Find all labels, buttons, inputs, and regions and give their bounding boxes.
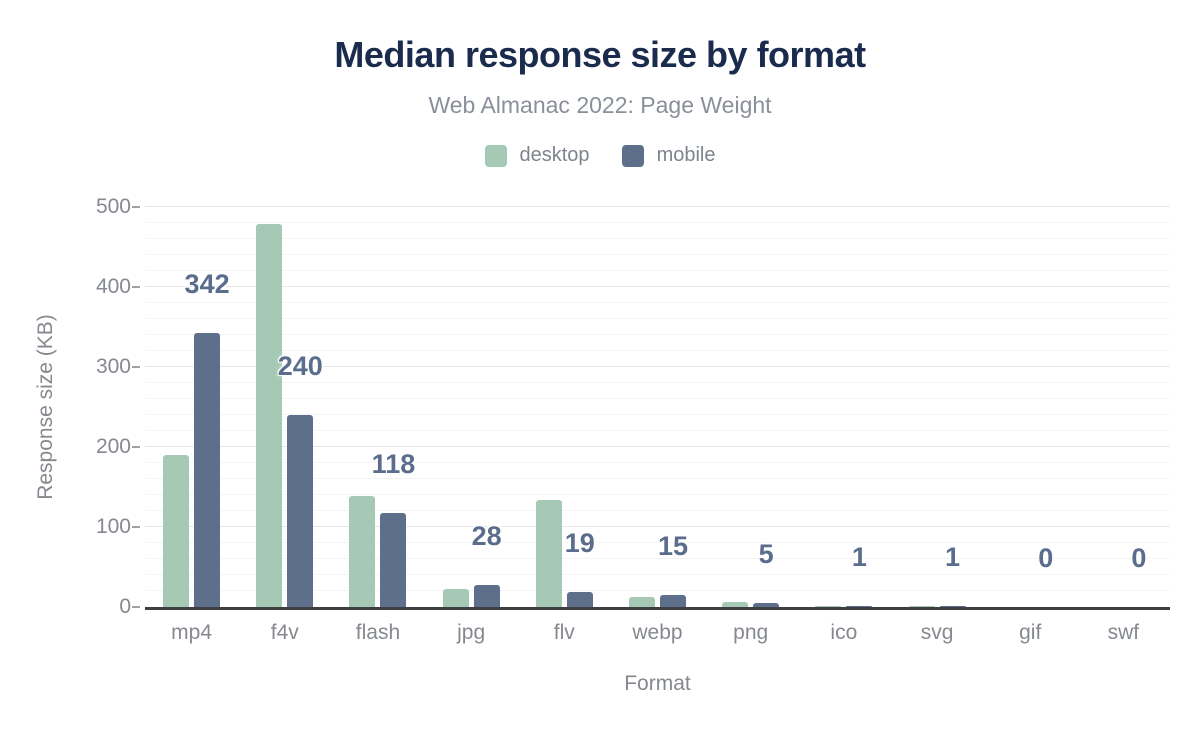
bar-group-ico <box>797 207 890 607</box>
minor-gridline <box>145 494 1170 495</box>
minor-gridline <box>145 382 1170 383</box>
minor-gridline <box>145 574 1170 575</box>
major-gridline <box>145 286 1170 287</box>
y-axis-tickmark <box>132 446 140 448</box>
y-tick-label: 500 <box>95 195 131 218</box>
minor-gridline <box>145 510 1170 511</box>
major-gridline <box>145 526 1170 527</box>
minor-gridline <box>145 318 1170 319</box>
bar-group-flash <box>331 207 424 607</box>
bar-mobile-webp <box>659 595 686 607</box>
bar-group-svg <box>890 207 983 607</box>
legend: desktop mobile <box>0 144 1200 167</box>
minor-gridline <box>145 270 1170 271</box>
bar-desktop-f4v <box>256 223 283 607</box>
bar-desktop-jpg <box>442 589 469 607</box>
minor-gridline <box>145 478 1170 479</box>
minor-gridline <box>145 238 1170 239</box>
bar-value-label-mp4: 342 <box>184 269 230 300</box>
major-gridline <box>145 206 1170 207</box>
bar-desktop-webp <box>628 597 655 607</box>
bar-value-label-flv: 19 <box>564 527 595 558</box>
major-gridline <box>145 366 1170 367</box>
bar-mobile-jpg <box>473 584 500 607</box>
x-axis-line <box>145 607 1170 610</box>
bar-desktop-svg <box>908 606 935 607</box>
minor-gridline <box>145 254 1170 255</box>
y-tick-label: 200 <box>95 435 131 458</box>
bar-group-png <box>704 207 797 607</box>
bar-value-label-f4v: 240 <box>277 351 323 381</box>
y-tick-label: 300 <box>95 355 131 378</box>
y-axis-tickmark <box>132 606 140 608</box>
minor-gridline <box>145 430 1170 431</box>
bar-mobile-flv <box>566 591 593 607</box>
y-axis-tickmark <box>132 366 140 368</box>
bar-value-label-flash: 118 <box>371 448 416 479</box>
minor-gridline <box>145 542 1170 543</box>
bar-mobile-mp4 <box>194 333 221 607</box>
bar-desktop-mp4 <box>163 455 190 607</box>
chart-subtitle: Web Almanac 2022: Page Weight <box>428 92 772 118</box>
x-category-label-flv: flv <box>553 621 575 644</box>
x-category-label-f4v: f4v <box>270 621 299 644</box>
bar-mobile-f4v <box>287 415 314 607</box>
bar-value-label-gif: 0 <box>1038 543 1054 573</box>
y-axis-tickmark <box>132 526 140 528</box>
x-category-label-ico: ico <box>830 621 858 644</box>
legend-swatch-mobile <box>621 144 644 167</box>
bar-desktop-flash <box>349 495 376 607</box>
bar-desktop-flv <box>535 499 562 607</box>
legend-swatch-desktop <box>484 144 507 167</box>
bar-mobile-ico <box>846 606 873 607</box>
legend-label-mobile: mobile <box>656 144 716 166</box>
x-category-label-gif: gif <box>1019 621 1042 644</box>
bar-value-label-png: 5 <box>758 539 774 569</box>
bar-mobile-flash <box>380 512 407 607</box>
bar-desktop-png <box>722 602 749 607</box>
x-category-label-mp4: mp4 <box>171 621 213 644</box>
chart-title: Median response size by format <box>334 34 866 75</box>
bar-group-webp <box>611 207 704 607</box>
bar-value-label-jpg: 28 <box>471 520 502 551</box>
minor-gridline <box>145 414 1170 415</box>
plot-area: Format 0 100 200 300 400 500 342 mp4 240 f4v 118 fl… <box>96 196 1170 695</box>
x-category-label-svg: svg <box>920 621 954 644</box>
minor-gridline <box>145 590 1170 591</box>
bar-value-label-svg: 1 <box>945 542 961 573</box>
bar-value-label-ico: 1 <box>851 542 867 573</box>
bar-mobile-svg <box>939 606 966 607</box>
minor-gridline <box>145 222 1170 223</box>
legend-item-desktop: desktop <box>484 144 590 167</box>
minor-gridline <box>145 350 1170 351</box>
legend-label-desktop: desktop <box>519 144 590 166</box>
x-category-label-swf: swf <box>1107 621 1140 644</box>
bar-mobile-png <box>753 603 780 607</box>
bar-value-label-webp: 15 <box>657 531 689 561</box>
bar-group-mp4 <box>145 207 238 607</box>
bar-group-flv <box>518 207 611 607</box>
x-category-label-webp: webp <box>632 621 683 644</box>
minor-gridline <box>145 462 1170 463</box>
minor-gridline <box>145 302 1170 303</box>
minor-gridline <box>145 334 1170 335</box>
x-category-label-png: png <box>733 621 769 644</box>
x-axis-title: Format <box>624 672 691 695</box>
y-tick-label: 100 <box>95 515 131 538</box>
bar-group-f4v <box>238 207 331 607</box>
bar-desktop-ico <box>815 606 842 607</box>
y-tick-label: 400 <box>95 275 131 298</box>
y-axis-title: Response size (KB) <box>34 314 57 500</box>
minor-gridline <box>145 558 1170 559</box>
y-axis-tickmark <box>132 286 140 288</box>
legend-item-mobile: mobile <box>621 144 716 167</box>
major-gridline <box>145 446 1170 447</box>
minor-gridline <box>145 398 1170 399</box>
y-tick-label: 0 <box>119 595 131 618</box>
x-category-label-flash: flash <box>355 621 401 644</box>
x-category-label-jpg: jpg <box>457 621 486 644</box>
y-axis-tickmark <box>132 206 140 208</box>
bar-group-jpg <box>425 207 518 607</box>
bar-value-label-swf: 0 <box>1131 543 1147 573</box>
